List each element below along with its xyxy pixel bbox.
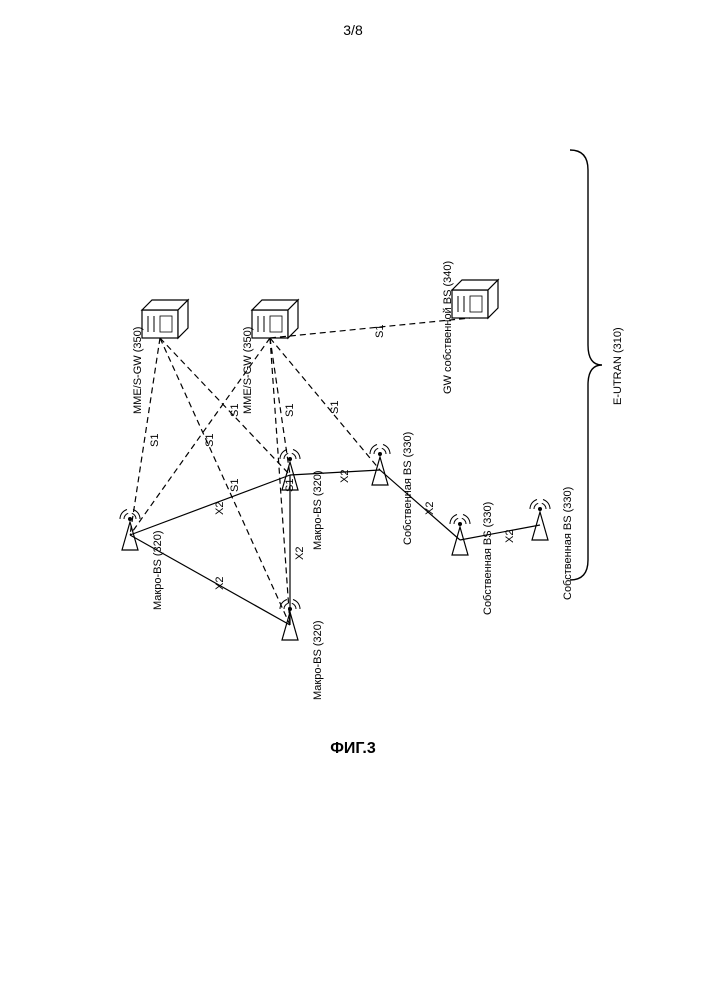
edge-bs_macro_l-bs_macro_m bbox=[130, 475, 290, 535]
edge-gw_left-bs_macro_m bbox=[160, 338, 290, 475]
edge-bs_macro_m-bs_own_1 bbox=[290, 470, 380, 475]
page: { "page_number": "3/8", "figure_label": … bbox=[0, 0, 706, 999]
edge-bs_own_1-bs_own_2 bbox=[380, 470, 460, 540]
diagram-canvas bbox=[0, 0, 706, 999]
edge-bs_own_2-bs_own_3 bbox=[460, 525, 540, 540]
group-label-line1: E-UTRAN bbox=[612, 356, 624, 405]
edge-gw_right-gw_own bbox=[270, 318, 470, 338]
figure-label: ФИГ.3 bbox=[0, 740, 706, 758]
group-label-line2: (310) bbox=[612, 327, 624, 353]
